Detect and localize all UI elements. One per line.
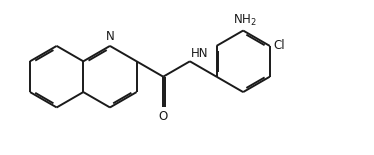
Text: N: N (105, 31, 114, 44)
Text: Cl: Cl (273, 39, 285, 52)
Text: NH$_2$: NH$_2$ (233, 13, 257, 28)
Text: HN: HN (191, 47, 208, 60)
Text: O: O (159, 110, 168, 123)
